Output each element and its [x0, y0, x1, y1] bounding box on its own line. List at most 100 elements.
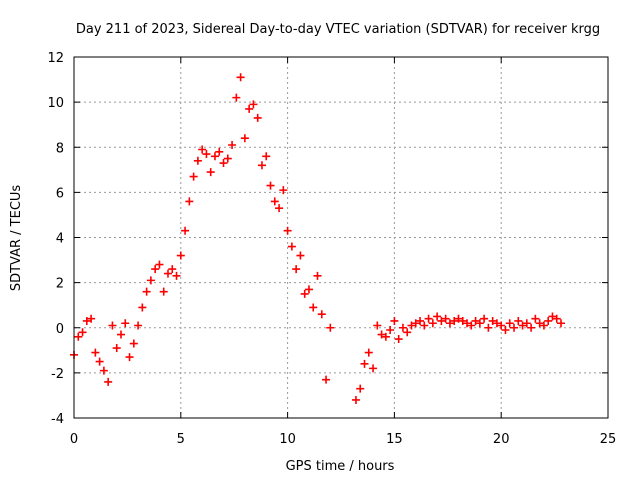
data-point	[386, 326, 395, 335]
data-point	[437, 316, 446, 325]
data-point	[531, 314, 540, 323]
data-point	[275, 204, 284, 213]
data-points-layer	[70, 73, 566, 404]
data-point	[535, 319, 544, 328]
data-point	[138, 303, 147, 312]
data-point	[193, 156, 202, 165]
data-point	[172, 271, 181, 280]
data-point	[488, 316, 497, 325]
data-point	[279, 186, 288, 195]
data-point	[198, 145, 207, 154]
grid-layer	[74, 57, 608, 418]
data-point	[539, 321, 548, 330]
data-point	[151, 265, 160, 274]
x-tick-label: 5	[177, 432, 185, 447]
data-point	[159, 287, 168, 296]
data-point	[364, 348, 373, 357]
data-point	[471, 316, 480, 325]
data-point	[95, 357, 104, 366]
y-tick-label: 4	[56, 232, 64, 247]
data-point	[176, 251, 185, 260]
data-point	[492, 319, 501, 328]
data-point	[262, 152, 271, 161]
data-point	[326, 323, 335, 332]
data-point	[403, 328, 412, 337]
data-point	[514, 316, 523, 325]
data-point	[390, 316, 399, 325]
y-tick-label: -2	[51, 367, 64, 382]
data-point	[78, 328, 87, 337]
data-point	[91, 348, 100, 357]
data-point	[304, 285, 313, 294]
data-point	[134, 321, 143, 330]
y-axis-label: SDTVAR / TECUs	[9, 185, 24, 292]
data-point	[168, 265, 177, 274]
data-point	[236, 73, 245, 82]
x-tick-label: 25	[600, 432, 617, 447]
data-point	[356, 384, 365, 393]
data-point	[527, 323, 536, 332]
data-point	[475, 319, 484, 328]
data-point	[458, 316, 467, 325]
y-tick-label: 12	[47, 51, 64, 66]
data-point	[74, 332, 83, 341]
data-point	[245, 104, 254, 113]
x-tick-label: 15	[386, 432, 403, 447]
data-point	[497, 321, 506, 330]
data-point	[445, 319, 454, 328]
data-point	[501, 326, 510, 335]
data-point	[377, 330, 386, 339]
data-point	[309, 303, 318, 312]
y-tick-label: 10	[47, 96, 64, 111]
data-point	[82, 316, 91, 325]
data-point	[433, 312, 442, 321]
data-point	[249, 100, 258, 109]
data-point	[253, 113, 262, 122]
x-tick-label: 0	[70, 432, 78, 447]
data-point	[369, 364, 378, 373]
data-point	[292, 265, 301, 274]
data-point	[266, 181, 275, 190]
tick-layer: 0 5 10 15 20 25 -4 -2 0 2 4 6 8 10 12	[47, 51, 616, 447]
data-point	[484, 323, 493, 332]
data-point	[398, 323, 407, 332]
data-point	[552, 314, 561, 323]
data-point	[450, 316, 459, 325]
data-point	[129, 339, 138, 348]
x-axis-label: GPS time / hours	[286, 459, 395, 474]
data-point	[219, 159, 228, 168]
data-point	[522, 319, 531, 328]
data-point	[104, 377, 113, 386]
data-point	[411, 319, 420, 328]
data-point	[373, 321, 382, 330]
y-tick-label: 6	[56, 186, 64, 201]
data-point	[116, 330, 125, 339]
y-tick-label: -4	[51, 412, 64, 427]
data-point	[424, 314, 433, 323]
data-point	[407, 321, 416, 330]
data-point	[454, 314, 463, 323]
data-point	[300, 289, 309, 298]
data-point	[518, 321, 527, 330]
chart-title: Day 211 of 2023, Sidereal Day-to-day VTE…	[76, 22, 600, 37]
data-point	[480, 314, 489, 323]
data-point	[463, 319, 472, 328]
data-point	[163, 269, 172, 278]
data-point	[313, 271, 322, 280]
x-tick-label: 10	[279, 432, 296, 447]
data-point	[87, 314, 96, 323]
data-point	[232, 93, 241, 102]
data-point	[223, 154, 232, 163]
data-point	[142, 287, 151, 296]
data-point	[360, 359, 369, 368]
data-point	[181, 226, 190, 235]
data-point	[146, 276, 155, 285]
data-point	[317, 310, 326, 319]
data-point	[155, 260, 164, 269]
data-point	[557, 319, 566, 328]
y-tick-label: 8	[56, 141, 64, 156]
data-point	[381, 332, 390, 341]
data-point	[351, 395, 360, 404]
